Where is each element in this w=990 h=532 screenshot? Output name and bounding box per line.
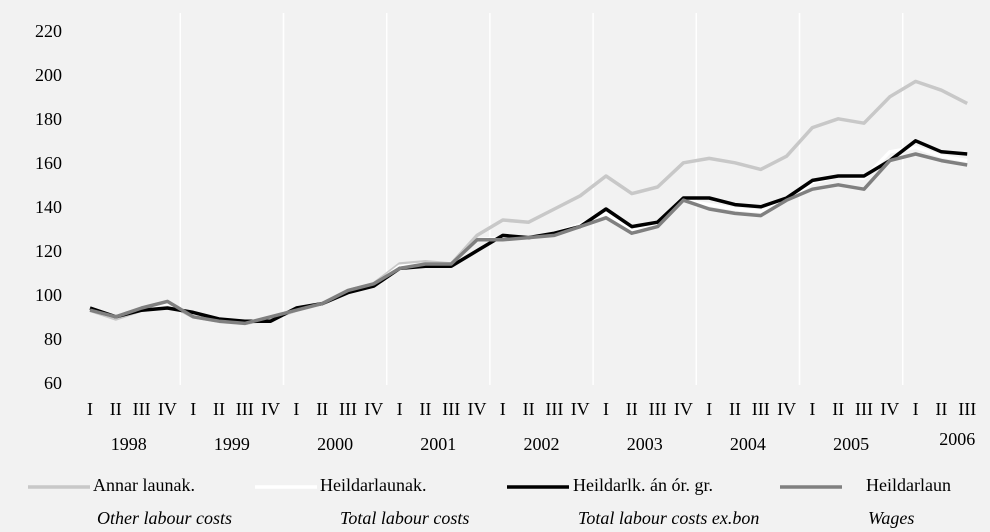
x-tick-label: I [397, 399, 403, 419]
x-tick-label: II [110, 399, 122, 419]
x-tick-label: III [649, 399, 667, 419]
x-tick-label: I [809, 399, 815, 419]
y-tick-label: 220 [35, 21, 62, 41]
y-tick-label: 60 [44, 373, 62, 393]
legend-subtitle: Total labour costs ex.bon [578, 508, 759, 528]
legend-label: Heildarlaunak. [320, 475, 426, 495]
y-tick-label: 160 [35, 153, 62, 173]
x-tick-label: I [603, 399, 609, 419]
x-tick-label: II [213, 399, 225, 419]
y-tick-label: 140 [35, 197, 62, 217]
x-tick-label: III [752, 399, 770, 419]
x-tick-label: II [626, 399, 638, 419]
y-tick-label: 80 [44, 329, 62, 349]
x-tick-label: III [442, 399, 460, 419]
legend-subtitle: Total labour costs [340, 508, 469, 528]
year-label: 2000 [317, 434, 353, 454]
year-label: 1999 [214, 434, 250, 454]
legend-label: Heildarlk. án ór. gr. [573, 475, 713, 495]
x-tick-label: IV [468, 399, 487, 419]
x-tick-label: I [706, 399, 712, 419]
x-tick-label: III [133, 399, 151, 419]
x-tick-label: I [87, 399, 93, 419]
year-label: 2002 [524, 434, 560, 454]
year-label: 2005 [833, 434, 869, 454]
series-line [89, 152, 968, 326]
x-tick-label: II [935, 399, 947, 419]
y-tick-label: 180 [35, 109, 62, 129]
legend-label: Heildarlaun [866, 475, 951, 495]
x-tick-label: II [729, 399, 741, 419]
legend-subtitle: Other labour costs [97, 508, 232, 528]
x-tick-label: II [832, 399, 844, 419]
series-line [89, 139, 968, 323]
x-tick-label: IV [674, 399, 693, 419]
x-tick-label: IV [364, 399, 383, 419]
y-tick-label: 120 [35, 241, 62, 261]
x-tick-label: I [500, 399, 506, 419]
x-tick-label: IV [571, 399, 590, 419]
y-tick-label: 100 [35, 285, 62, 305]
legend-subtitle: Wages [868, 508, 914, 528]
series-line [89, 145, 968, 326]
x-tick-label: III [236, 399, 254, 419]
x-tick-label: IV [880, 399, 899, 419]
series-line [89, 79, 968, 326]
x-tick-label: I [190, 399, 196, 419]
year-label: 1998 [111, 434, 147, 454]
x-tick-label: IV [777, 399, 796, 419]
y-tick-label: 200 [35, 65, 62, 85]
x-tick-label: II [419, 399, 431, 419]
x-tick-label: II [316, 399, 328, 419]
year-label: 2003 [627, 434, 663, 454]
x-tick-label: IV [158, 399, 177, 419]
x-tick-label: IV [261, 399, 280, 419]
year-label: 2001 [420, 434, 456, 454]
x-tick-label: III [958, 399, 976, 419]
year-label: 2006 [939, 429, 975, 449]
x-tick-label: I [913, 399, 919, 419]
year-label: 2004 [730, 434, 766, 454]
legend-label: Annar launak. [93, 475, 195, 495]
x-tick-label: III [855, 399, 873, 419]
x-tick-label: II [523, 399, 535, 419]
x-tick-label: III [339, 399, 357, 419]
x-tick-label: III [545, 399, 563, 419]
x-tick-label: I [293, 399, 299, 419]
